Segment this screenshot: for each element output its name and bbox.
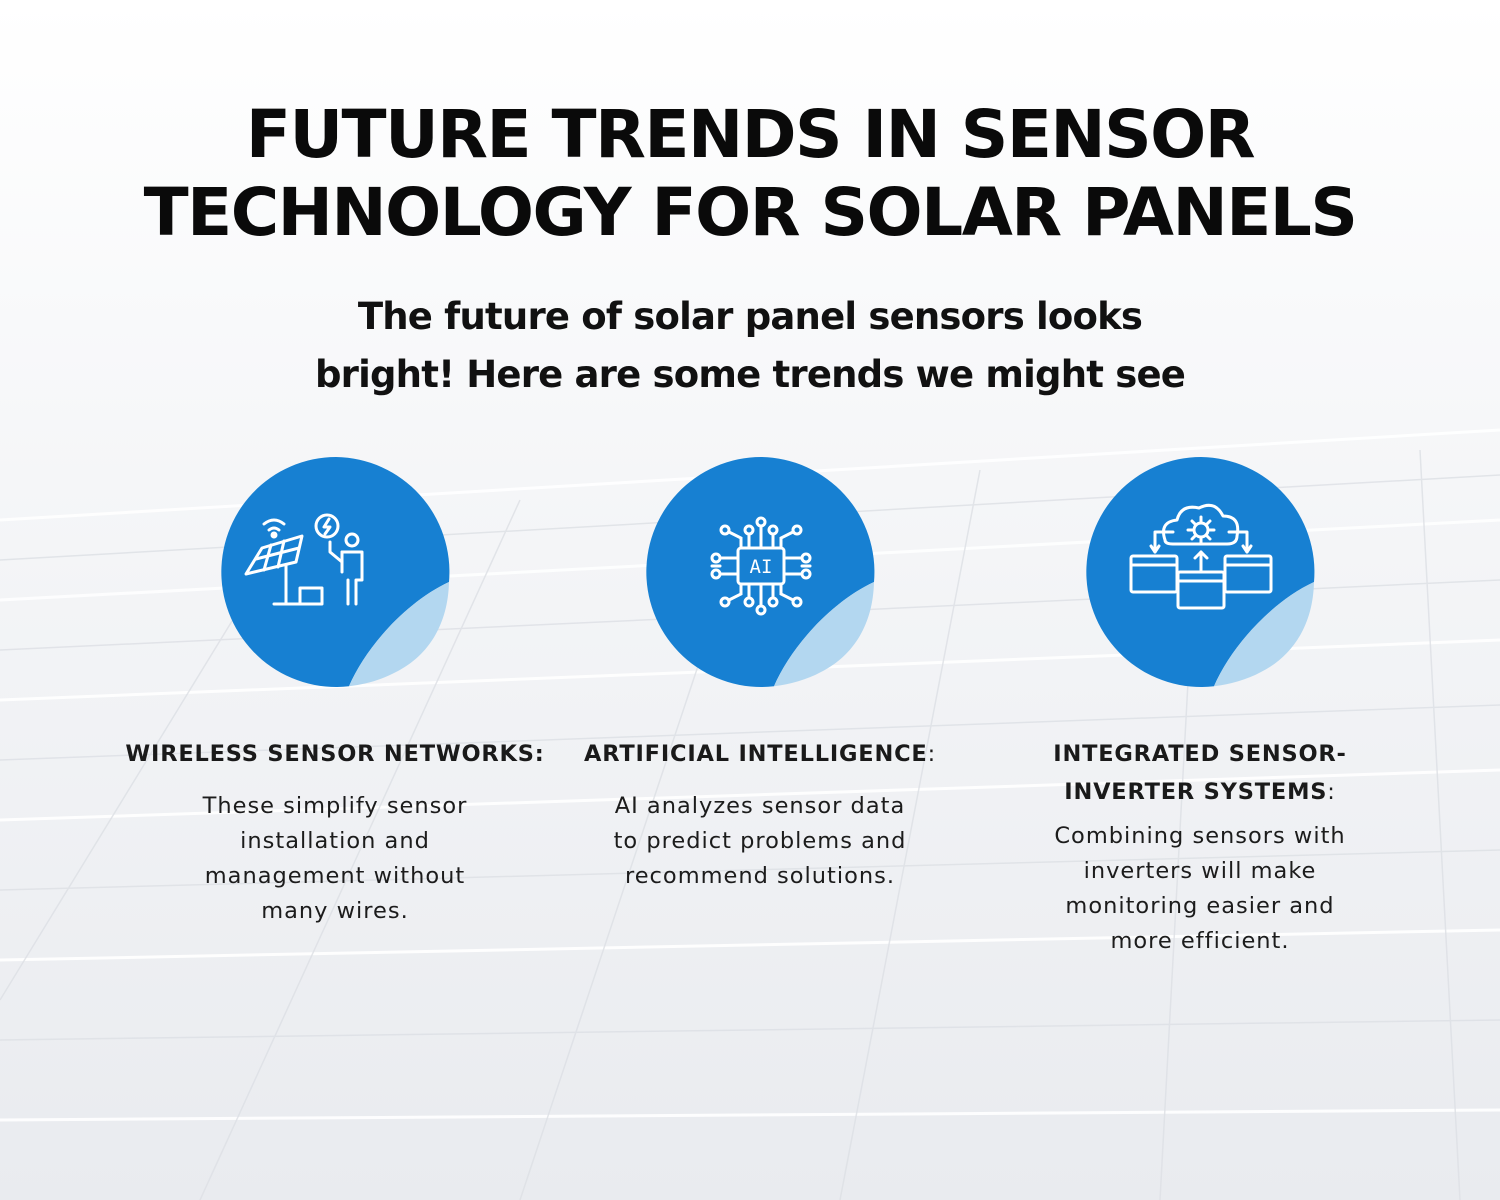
card-body-wireless-line-3: management without: [204, 863, 466, 889]
solar-panel-technician-icon: [216, 452, 456, 692]
cloud-gear-network-icon: [1081, 452, 1321, 692]
card-heading-wireless: WIRELESS SENSOR NETWORKS:: [125, 735, 545, 773]
page-title-line-1: FUTURE TRENDS IN SENSOR: [245, 96, 1256, 173]
card-heading-integrated: INTEGRATED SENSOR- INVERTER SYSTEMS:: [1010, 735, 1390, 811]
card-body-wireless: These simplify sensor installation and m…: [160, 789, 510, 929]
card-heading-integrated-line-2: INVERTER SYSTEMS: [1064, 779, 1328, 805]
page-title: FUTURE TRENDS IN SENSOR TECHNOLOGY FOR S…: [0, 96, 1500, 252]
page-subtitle: The future of solar panel sensors looks …: [0, 288, 1500, 404]
card-body-integrated-line-1: Combining sensors with: [1054, 823, 1346, 849]
card-body-ai-line-2: to predict problems and: [613, 828, 907, 854]
card-heading-integrated-colon: :: [1327, 779, 1336, 805]
card-body-integrated: Combining sensors with inverters will ma…: [1015, 819, 1385, 959]
card-body-wireless-line-4: many wires.: [261, 898, 409, 924]
card-body-ai: AI analyzes sensor data to predict probl…: [580, 789, 940, 894]
ai-chip-label: AI: [750, 556, 773, 578]
card-heading-ai: ARTIFICIAL INTELLIGENCE:: [570, 735, 950, 773]
card-body-integrated-line-2: inverters will make: [1083, 858, 1317, 884]
page-title-line-2: TECHNOLOGY FOR SOLAR PANELS: [143, 174, 1358, 251]
card-heading-ai-text: ARTIFICIAL INTELLIGENCE: [584, 741, 928, 767]
card-heading-wireless-text: WIRELESS SENSOR NETWORKS:: [125, 741, 545, 767]
card-body-ai-line-1: AI analyzes sensor data: [614, 793, 906, 819]
page-subtitle-line-1: The future of solar panel sensors looks: [357, 295, 1143, 338]
card-body-integrated-line-4: more efficient.: [1110, 928, 1290, 954]
ai-chip-icon: AI: [641, 452, 881, 692]
card-body-wireless-line-1: These simplify sensor: [202, 793, 468, 819]
card-heading-ai-colon: :: [927, 741, 936, 767]
card-heading-integrated-line-1: INTEGRATED SENSOR-: [1053, 741, 1347, 767]
page-subtitle-line-2: bright! Here are some trends we might se…: [314, 353, 1186, 396]
card-body-integrated-line-3: monitoring easier and: [1065, 893, 1335, 919]
card-body-wireless-line-2: installation and: [240, 828, 430, 854]
card-body-ai-line-3: recommend solutions.: [624, 863, 896, 889]
